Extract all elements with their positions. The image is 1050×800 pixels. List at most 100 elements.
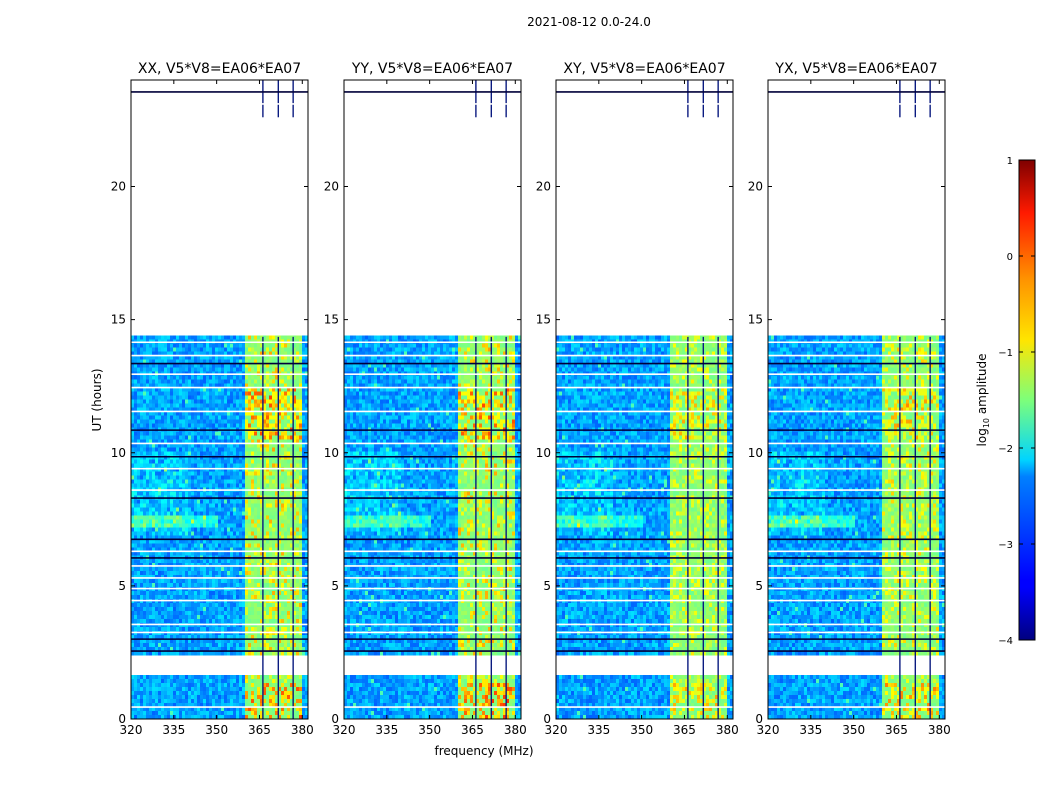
heatmap-cell — [182, 347, 186, 352]
heatmap-cell — [218, 491, 222, 496]
heatmap-cell — [260, 423, 264, 428]
heatmap-cell — [239, 623, 243, 628]
heatmap-cell — [194, 491, 198, 496]
heatmap-cell — [194, 623, 198, 628]
heatmap-cell — [143, 615, 147, 620]
heatmap-cell — [149, 591, 153, 596]
heatmap-cell — [242, 619, 246, 624]
heatmap-cell — [257, 515, 261, 520]
heatmap-cell — [269, 535, 273, 540]
heatmap-cell — [170, 683, 174, 688]
heatmap-cell — [158, 567, 162, 572]
heatmap-cell — [260, 335, 264, 340]
heatmap-cell — [272, 447, 276, 452]
heatmap-cell — [134, 359, 138, 364]
heatmap-cell — [257, 355, 261, 360]
heatmap-cell — [149, 459, 153, 464]
heatmap-cell — [179, 567, 183, 572]
heatmap-cell — [263, 463, 267, 468]
heatmap-cell — [134, 443, 138, 448]
heatmap-cell — [239, 431, 243, 436]
heatmap-cell — [146, 499, 150, 504]
heatmap-cell — [176, 579, 180, 584]
heatmap-cell — [197, 483, 201, 488]
heatmap-cell — [212, 571, 216, 576]
heatmap-cell — [206, 551, 210, 556]
heatmap-cell — [296, 395, 300, 400]
heatmap-cell — [146, 571, 150, 576]
heatmap-cell — [152, 475, 156, 480]
heatmap-cell — [161, 683, 165, 688]
heatmap-cell — [290, 455, 294, 460]
heatmap-cell — [272, 415, 276, 420]
heatmap-cell — [269, 403, 273, 408]
heatmap-cell — [251, 423, 255, 428]
heatmap-cell — [197, 539, 201, 544]
heatmap-cell — [206, 431, 210, 436]
heatmap-cell — [197, 407, 201, 412]
heatmap-cell — [257, 591, 261, 596]
heatmap-cell — [197, 683, 201, 688]
heatmap-cell — [302, 635, 306, 640]
heatmap-cell — [137, 383, 141, 388]
heatmap-cell — [197, 499, 201, 504]
heatmap-cell — [275, 543, 279, 548]
heatmap-cell — [143, 547, 147, 552]
heatmap-cell — [131, 491, 135, 496]
heatmap-cell — [218, 547, 222, 552]
heatmap-cell — [266, 399, 270, 404]
heatmap-cell — [152, 543, 156, 548]
heatmap-cell — [281, 447, 285, 452]
heatmap-cell — [257, 519, 261, 524]
heatmap-cell — [203, 399, 207, 404]
heatmap-cell — [224, 527, 228, 532]
heatmap-cell — [194, 539, 198, 544]
heatmap-cell — [200, 391, 204, 396]
heatmap-cell — [152, 419, 156, 424]
heatmap-cell — [179, 471, 183, 476]
heatmap-cell — [278, 431, 282, 436]
heatmap-cell — [149, 467, 153, 472]
heatmap-cell — [152, 639, 156, 644]
heatmap-cell — [182, 539, 186, 544]
heatmap-cell — [218, 399, 222, 404]
heatmap-cell — [194, 471, 198, 476]
heatmap-cell — [230, 475, 234, 480]
heatmap-cell — [185, 355, 189, 360]
heatmap-cell — [305, 483, 309, 488]
heatmap-cell — [194, 679, 198, 684]
heatmap-cell — [140, 455, 144, 460]
heatmap-cell — [263, 511, 267, 516]
heatmap-cell — [155, 351, 159, 356]
heatmap-cell — [152, 651, 156, 656]
heatmap-cell — [170, 515, 174, 520]
heatmap-cell — [173, 335, 177, 340]
heatmap-cell — [218, 615, 222, 620]
heatmap-cell — [263, 419, 267, 424]
heatmap-cell — [176, 387, 180, 392]
heatmap-cell — [155, 343, 159, 348]
heatmap-cell — [293, 407, 297, 412]
heatmap-cell — [206, 523, 210, 528]
heatmap-cell — [170, 447, 174, 452]
heatmap-cell — [206, 475, 210, 480]
heatmap-cell — [194, 567, 198, 572]
heatmap-cell — [260, 647, 264, 652]
heatmap-cell — [218, 355, 222, 360]
heatmap-cell — [269, 355, 273, 360]
heatmap-cell — [170, 539, 174, 544]
heatmap-cell — [233, 683, 237, 688]
heatmap-cell — [230, 647, 234, 652]
heatmap-cell — [140, 519, 144, 524]
heatmap-cell — [212, 463, 216, 468]
heatmap-cell — [188, 359, 192, 364]
heatmap-cell — [200, 375, 204, 380]
heatmap-cell — [254, 399, 258, 404]
heatmap-cell — [263, 431, 267, 436]
heatmap-cell — [305, 343, 309, 348]
heatmap-cell — [266, 335, 270, 340]
heatmap-cell — [161, 611, 165, 616]
heatmap-cell — [209, 527, 213, 532]
heatmap-cell — [167, 571, 171, 576]
heatmap-cell — [143, 419, 147, 424]
